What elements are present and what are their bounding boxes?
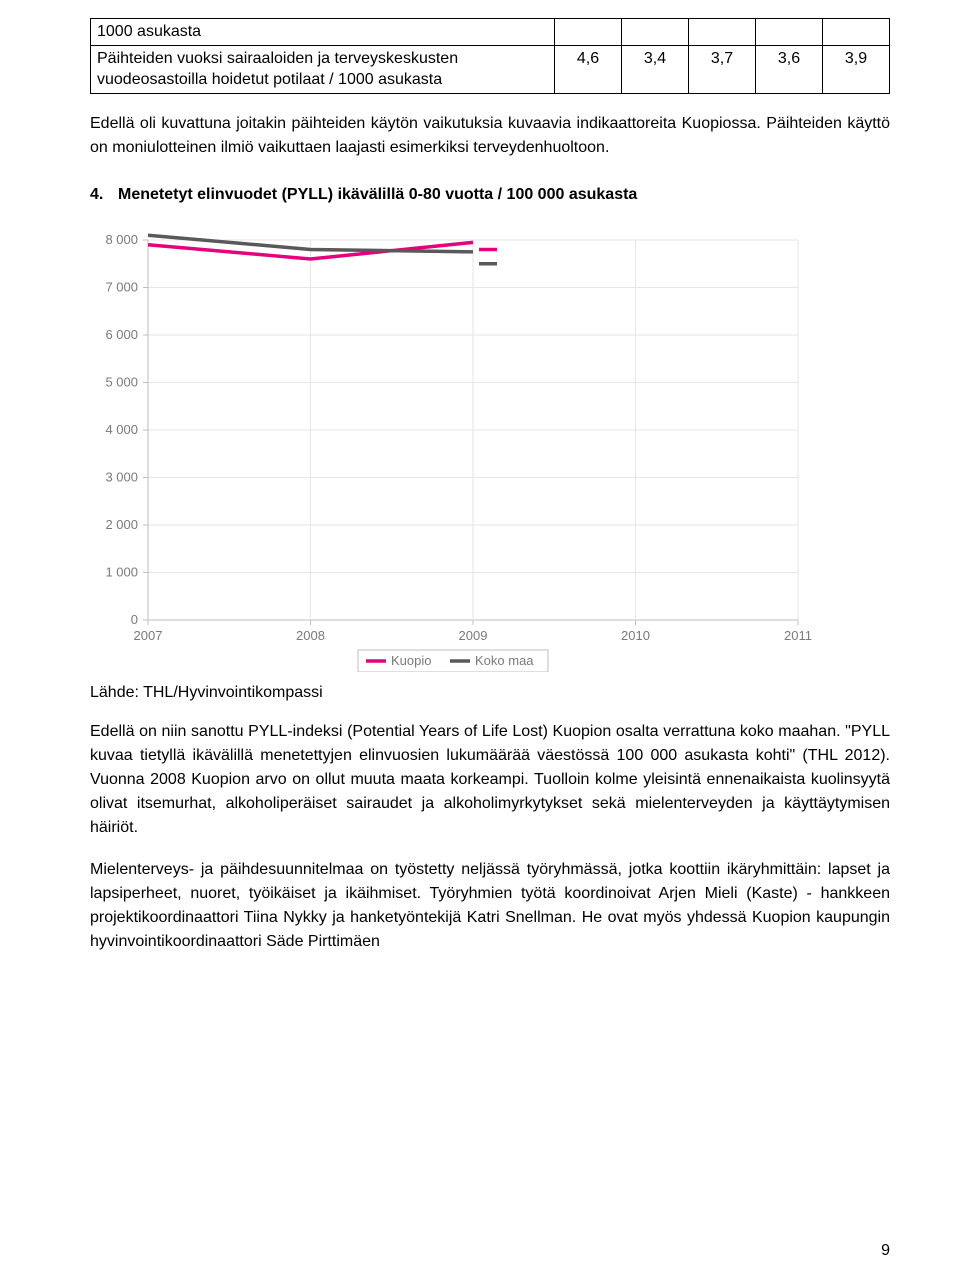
section-title: Menetetyt elinvuodet (PYLL) ikävälillä 0…: [118, 186, 637, 203]
svg-text:2011: 2011: [784, 628, 812, 643]
svg-text:6 000: 6 000: [105, 327, 138, 342]
pyll-chart: 0 1 000 2 000 3 000 4 000 5 000 6 000 7 000 8 00…: [90, 232, 890, 672]
data-table: 1000 asukasta Päihteiden vuoksi sairaalo…: [90, 18, 890, 94]
svg-text:2 000: 2 000: [105, 517, 138, 532]
svg-text:1 000: 1 000: [105, 564, 138, 579]
section-heading: 4.Menetetyt elinvuodet (PYLL) ikävälillä…: [90, 186, 890, 204]
pyll-paragraph-2: Mielenterveys- ja päihdesuunnitelmaa on …: [90, 858, 890, 954]
row2-label: Päihteiden vuoksi sairaaloiden ja tervey…: [91, 45, 555, 93]
row2-v3: 3,6: [756, 45, 823, 93]
row2-v2: 3,7: [689, 45, 756, 93]
svg-text:2007: 2007: [134, 628, 163, 643]
chart-source: Lähde: THL/Hyvinvointikompassi: [90, 684, 890, 702]
row2-v1: 3,4: [622, 45, 689, 93]
svg-text:2010: 2010: [621, 628, 650, 643]
svg-text:Kuopio: Kuopio: [391, 653, 431, 668]
svg-text:2008: 2008: [296, 628, 325, 643]
section-number: 4.: [90, 186, 118, 204]
svg-text:Koko maa: Koko maa: [475, 653, 534, 668]
row1-label: 1000 asukasta: [91, 19, 555, 46]
page-number: 9: [881, 1242, 890, 1260]
pyll-paragraph-1: Edellä on niin sanottu PYLL-indeksi (Pot…: [90, 720, 890, 840]
row2-v4: 3,9: [823, 45, 890, 93]
svg-text:5 000: 5 000: [105, 374, 138, 389]
intro-paragraph: Edellä oli kuvattuna joitakin päihteiden…: [90, 112, 890, 160]
svg-text:4 000: 4 000: [105, 422, 138, 437]
row2-v0: 4,6: [555, 45, 622, 93]
table-row: Päihteiden vuoksi sairaaloiden ja tervey…: [91, 45, 890, 93]
svg-text:8 000: 8 000: [105, 232, 138, 247]
svg-text:0: 0: [131, 612, 138, 627]
svg-text:7 000: 7 000: [105, 279, 138, 294]
svg-text:3 000: 3 000: [105, 469, 138, 484]
svg-text:2009: 2009: [459, 628, 488, 643]
table-row: 1000 asukasta: [91, 19, 890, 46]
